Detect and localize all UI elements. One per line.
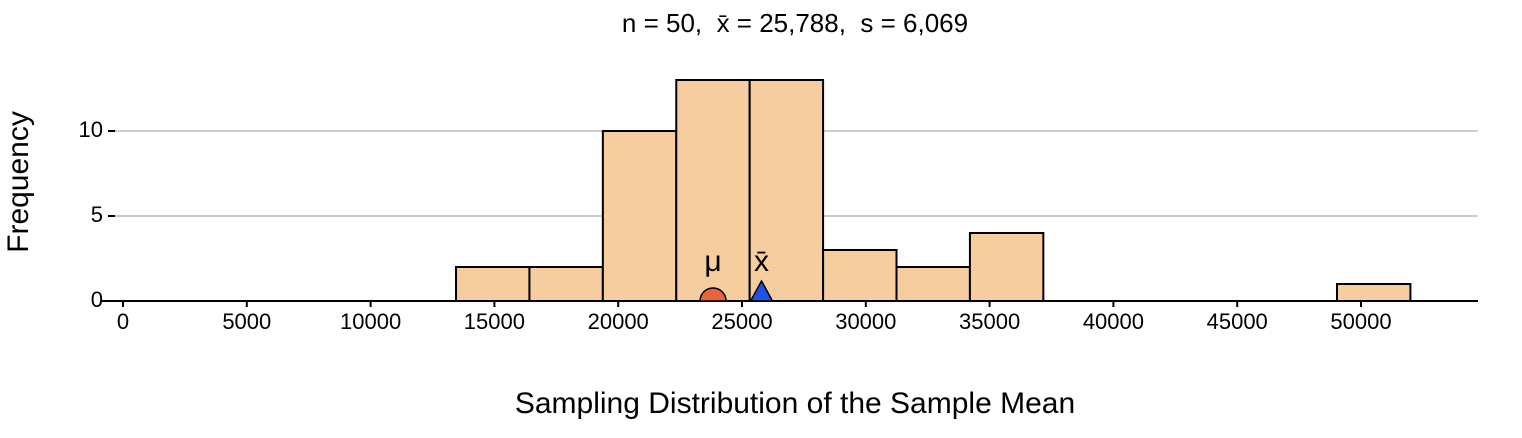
marker-circle [699,287,727,302]
y-tick-label: 5 [91,202,103,227]
x-tick-label: 0 [117,309,129,334]
y-tick-label: 10 [79,117,103,142]
x-axis-title: Sampling Distribution of the Sample Mean [515,387,1075,420]
bar [601,130,678,302]
chart-subtitle: n = 50, x̄ = 25,788, s = 6,069 [622,8,968,38]
y-tick-label: 0 [91,287,103,312]
bar [455,266,531,302]
x-tick-label: 35000 [959,309,1020,334]
x-tick-label: 40000 [1083,309,1144,334]
x-tick-label: 10000 [340,309,401,334]
y-axis-title: Frequency [2,111,35,253]
x-tick-label: 30000 [835,309,896,334]
bar [822,249,898,302]
bar [968,232,1045,302]
x-tick-label: 15000 [464,309,525,334]
x-tick-label: 20000 [588,309,649,334]
bar [895,266,971,302]
x-tick-label: 45000 [1207,309,1268,334]
bar [528,266,604,302]
marker-label: μ [704,245,721,278]
marker-triangle [749,279,774,302]
marker-label: x̄ [754,245,769,278]
x-tick-label: 5000 [222,309,271,334]
bar [1335,283,1412,302]
x-tick-label: 25000 [711,309,772,334]
x-tick-label: 50000 [1330,309,1391,334]
